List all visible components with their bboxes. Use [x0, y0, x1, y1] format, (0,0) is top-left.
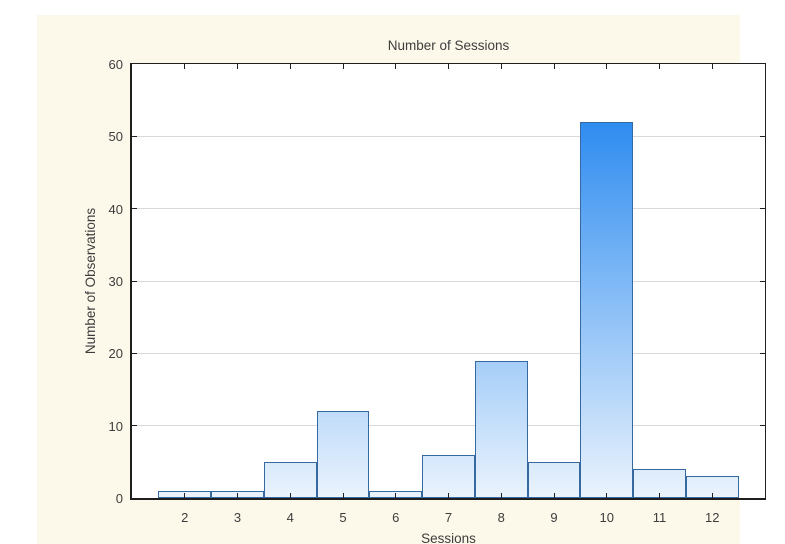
bar-10 — [580, 121, 634, 498]
x-tick-bottom-5 — [342, 493, 344, 498]
bar-5 — [316, 411, 370, 498]
x-tick-label-5: 5 — [339, 510, 347, 525]
x-tick-label-4: 4 — [286, 510, 294, 525]
y-tick-right-30 — [760, 280, 765, 282]
x-tick-bottom-12 — [711, 493, 713, 498]
x-tick-top-2 — [184, 64, 186, 69]
x-tick-bottom-2 — [184, 493, 186, 498]
x-tick-top-3 — [237, 64, 238, 69]
bar-7 — [422, 454, 475, 498]
x-tick-top-4 — [289, 64, 291, 69]
gridline-y20 — [132, 352, 765, 354]
x-tick-label-9: 9 — [550, 510, 558, 525]
x-tick-label-7: 7 — [444, 510, 453, 525]
chart-panel: Number of Sessions Number of Observation… — [37, 15, 766, 544]
x-tick-top-11 — [659, 64, 660, 69]
y-tick-right-10 — [760, 425, 765, 427]
y-tick-label-30: 30 — [108, 274, 123, 289]
y-tick-left-40 — [132, 208, 137, 210]
x-tick-top-6 — [395, 64, 397, 69]
y-tick-label-60: 60 — [108, 57, 123, 72]
x-tick-label-8: 8 — [497, 510, 505, 525]
gridline-y40 — [132, 208, 765, 210]
x-tick-bottom-3 — [237, 493, 238, 498]
y-tick-label-0: 0 — [115, 491, 123, 506]
x-tick-bottom-7 — [448, 493, 449, 498]
bar-9 — [527, 461, 581, 498]
x-tick-top-5 — [342, 64, 344, 69]
y-tick-right-50 — [760, 135, 765, 137]
gridline-y30 — [132, 280, 765, 282]
bar-8 — [474, 360, 528, 498]
x-tick-top-9 — [553, 64, 555, 69]
y-tick-left-10 — [132, 425, 137, 427]
x-tick-label-3: 3 — [233, 510, 242, 525]
y-tick-right-20 — [760, 352, 765, 354]
x-tick-bottom-4 — [289, 493, 291, 498]
x-tick-label-2: 2 — [181, 510, 189, 525]
x-axis-label: Sessions — [421, 531, 476, 544]
x-tick-label-12: 12 — [705, 510, 720, 525]
y-tick-label-50: 50 — [108, 129, 123, 145]
x-tick-label-6: 6 — [392, 510, 400, 525]
y-tick-left-20 — [132, 352, 137, 354]
y-tick-label-40: 40 — [108, 201, 123, 217]
x-tick-label-11: 11 — [652, 510, 667, 525]
x-tick-bottom-11 — [659, 493, 660, 498]
x-tick-top-8 — [500, 64, 502, 69]
x-tick-label-10: 10 — [599, 510, 614, 525]
y-tick-left-30 — [132, 280, 137, 282]
x-tick-bottom-8 — [500, 493, 502, 498]
x-tick-top-12 — [711, 64, 713, 69]
plot-area — [130, 63, 766, 500]
chart-title: Number of Sessions — [387, 38, 510, 53]
x-tick-bottom-10 — [606, 493, 608, 498]
gridline-y10 — [132, 425, 765, 427]
y-tick-left-50 — [132, 135, 137, 137]
y-tick-label-10: 10 — [108, 418, 123, 434]
x-tick-top-10 — [606, 64, 608, 69]
gridline-y50 — [132, 135, 765, 137]
y-tick-label-20: 20 — [108, 346, 123, 362]
x-tick-bottom-9 — [553, 493, 555, 498]
x-tick-top-7 — [448, 64, 449, 69]
x-tick-bottom-6 — [395, 493, 397, 498]
y-tick-right-40 — [760, 208, 765, 210]
